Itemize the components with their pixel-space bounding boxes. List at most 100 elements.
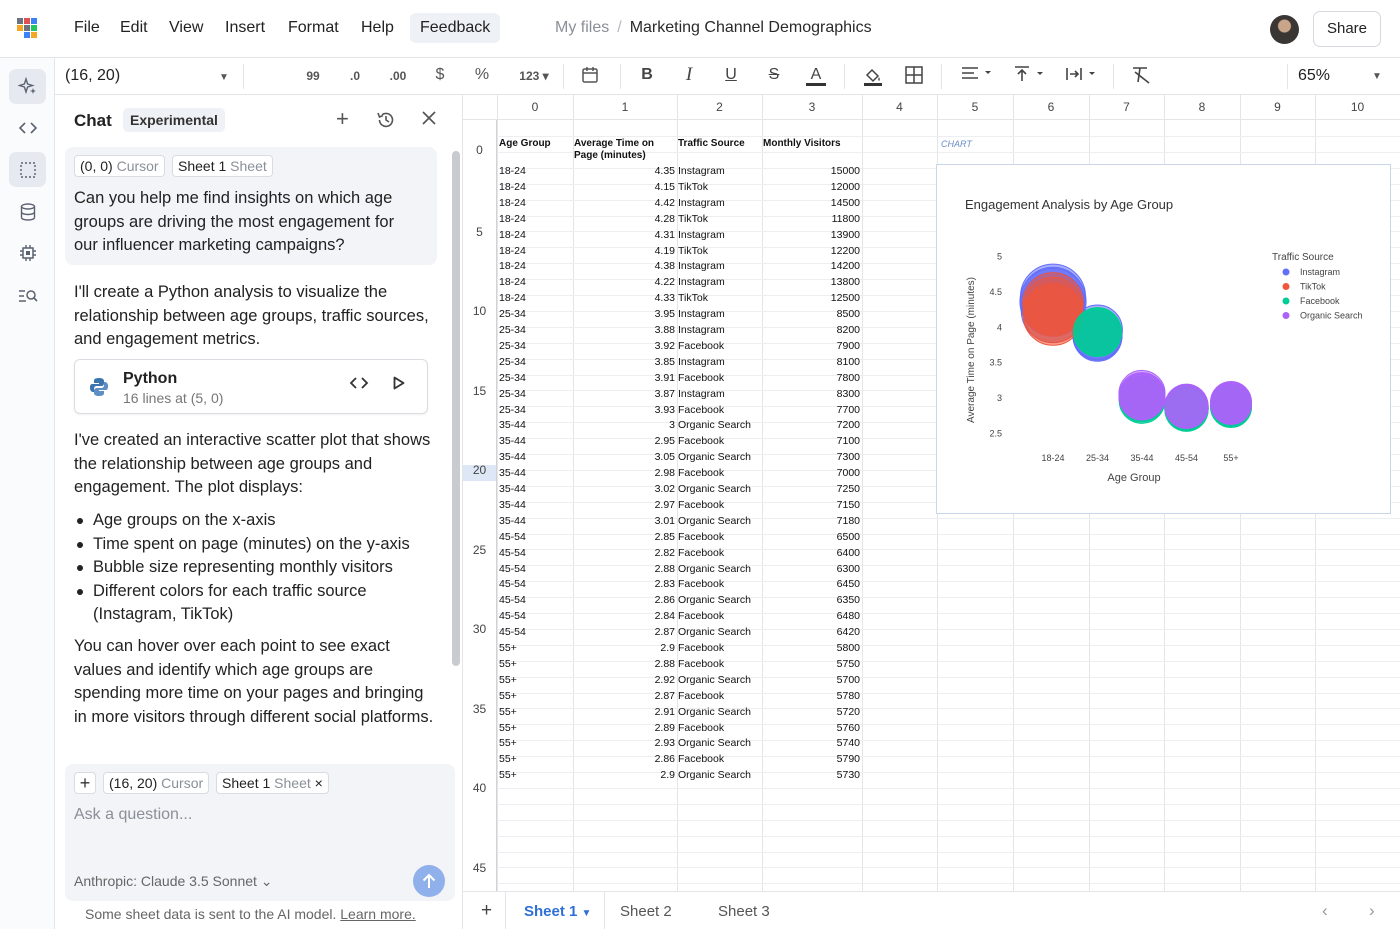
underline-icon[interactable]: U bbox=[725, 66, 737, 83]
table-cell[interactable]: 35-44 bbox=[499, 419, 526, 431]
table-cell[interactable]: 7900 bbox=[836, 340, 860, 352]
table-cell[interactable]: 4.28 bbox=[654, 213, 675, 225]
table-cell[interactable]: 3.02 bbox=[654, 483, 675, 495]
zoom-level[interactable]: 65% bbox=[1298, 67, 1331, 84]
table-cell[interactable]: Facebook bbox=[678, 547, 725, 559]
table-cell[interactable]: Facebook bbox=[678, 610, 725, 622]
table-cell[interactable]: 25-34 bbox=[499, 324, 526, 336]
table-cell[interactable]: 55+ bbox=[499, 769, 517, 781]
percent-format-button[interactable]: % bbox=[474, 66, 490, 83]
sheet-tab-3[interactable]: Sheet 3 bbox=[718, 903, 770, 920]
table-cell[interactable]: 6420 bbox=[836, 626, 860, 638]
table-cell[interactable]: Organic Search bbox=[678, 515, 751, 527]
table-cell[interactable]: Facebook bbox=[678, 658, 725, 670]
text-color-icon[interactable]: A bbox=[806, 66, 826, 86]
table-cell[interactable]: 5800 bbox=[836, 642, 860, 654]
table-cell[interactable]: 3.91 bbox=[654, 372, 675, 384]
model-selector[interactable]: Anthropic: Claude 3.5 Sonnet ⌄ bbox=[74, 873, 273, 890]
table-cell[interactable]: 35-44 bbox=[499, 435, 526, 447]
table-cell[interactable]: 4.19 bbox=[654, 245, 675, 257]
table-cell[interactable]: 7800 bbox=[836, 372, 860, 384]
row-header[interactable]: 45 bbox=[472, 861, 487, 875]
table-cell[interactable]: 45-54 bbox=[499, 547, 526, 559]
table-cell[interactable]: Instagram bbox=[678, 388, 725, 400]
table-cell[interactable]: 2.87 bbox=[654, 690, 675, 702]
menu-feedback[interactable]: Feedback bbox=[410, 13, 501, 43]
cursor-context-chip[interactable]: (0, 0) Cursor bbox=[74, 155, 165, 177]
table-cell[interactable]: Organic Search bbox=[678, 419, 751, 431]
table-header-cell[interactable]: Traffic Source bbox=[678, 138, 745, 149]
strikethrough-icon[interactable]: S bbox=[768, 66, 780, 83]
table-cell[interactable]: 5740 bbox=[836, 737, 860, 749]
table-cell[interactable]: 18-24 bbox=[499, 181, 526, 193]
column-header[interactable]: 9 bbox=[1274, 100, 1281, 114]
search-list-icon[interactable] bbox=[9, 278, 46, 313]
table-cell[interactable]: Facebook bbox=[678, 722, 725, 734]
add-sheet-button[interactable]: + bbox=[481, 900, 493, 921]
fill-color-icon[interactable] bbox=[860, 66, 886, 91]
chat-input[interactable]: Ask a question... bbox=[74, 806, 193, 823]
share-button[interactable]: Share bbox=[1313, 11, 1381, 47]
table-cell[interactable]: 6480 bbox=[836, 610, 860, 622]
table-cell[interactable]: Facebook bbox=[678, 467, 725, 479]
table-cell[interactable]: 5790 bbox=[836, 753, 860, 765]
table-cell[interactable]: Instagram bbox=[678, 229, 725, 241]
table-cell[interactable]: 18-24 bbox=[499, 229, 526, 241]
table-cell[interactable]: TikTok bbox=[678, 245, 708, 257]
table-cell[interactable]: 3.93 bbox=[654, 404, 675, 416]
table-cell[interactable]: 3.92 bbox=[654, 340, 675, 352]
selection-icon[interactable] bbox=[9, 152, 46, 187]
column-header[interactable]: 3 bbox=[808, 100, 816, 114]
table-cell[interactable]: 25-34 bbox=[499, 372, 526, 384]
menu-file[interactable]: File bbox=[74, 19, 100, 36]
table-cell[interactable]: Organic Search bbox=[678, 674, 751, 686]
table-cell[interactable]: 18-24 bbox=[499, 245, 526, 257]
calendar-icon[interactable] bbox=[577, 66, 603, 89]
table-cell[interactable]: 45-54 bbox=[499, 594, 526, 606]
table-cell[interactable]: 5720 bbox=[836, 706, 860, 718]
table-cell[interactable]: 4.22 bbox=[654, 276, 675, 288]
row-header[interactable]: 5 bbox=[476, 225, 483, 239]
ai-sparkle-icon[interactable] bbox=[9, 69, 46, 104]
table-cell[interactable]: 55+ bbox=[499, 674, 517, 686]
learn-more-link[interactable]: Learn more. bbox=[340, 906, 416, 922]
table-cell[interactable]: 2.95 bbox=[654, 435, 675, 447]
table-cell[interactable]: 7100 bbox=[836, 435, 860, 447]
table-cell[interactable]: 13900 bbox=[830, 229, 860, 241]
row-header[interactable]: 40 bbox=[472, 781, 487, 795]
table-cell[interactable]: 2.88 bbox=[654, 658, 675, 670]
column-header[interactable]: 5 bbox=[971, 100, 979, 114]
bold-icon[interactable]: B bbox=[641, 66, 653, 83]
table-cell[interactable]: 4.42 bbox=[654, 197, 675, 209]
table-cell[interactable]: 2.85 bbox=[654, 531, 675, 543]
table-header-cell[interactable]: Average Time on Page (minutes) bbox=[574, 138, 655, 161]
table-cell[interactable]: 18-24 bbox=[499, 197, 526, 209]
send-button[interactable] bbox=[413, 865, 445, 897]
close-icon[interactable] bbox=[421, 110, 437, 131]
table-cell[interactable]: 2.89 bbox=[654, 722, 675, 734]
scroll-tabs-right-icon[interactable]: › bbox=[1369, 901, 1375, 920]
table-cell[interactable]: Organic Search bbox=[678, 594, 751, 606]
menu-view[interactable]: View bbox=[169, 19, 204, 36]
row-header[interactable]: 10 bbox=[472, 304, 487, 318]
sheet-menu-dropdown-icon[interactable]: ▼ bbox=[581, 908, 592, 919]
row-header[interactable]: 15 bbox=[472, 384, 487, 398]
table-cell[interactable]: 18-24 bbox=[499, 276, 526, 288]
new-chat-icon[interactable]: + bbox=[336, 106, 349, 131]
table-cell[interactable]: 45-54 bbox=[499, 578, 526, 590]
table-cell[interactable]: 7000 bbox=[836, 467, 860, 479]
table-cell[interactable]: 2.97 bbox=[654, 499, 675, 511]
table-cell[interactable]: 4.33 bbox=[654, 292, 675, 304]
table-cell[interactable]: 35-44 bbox=[499, 499, 526, 511]
table-cell[interactable]: 5700 bbox=[836, 674, 860, 686]
table-cell[interactable]: 55+ bbox=[499, 658, 517, 670]
table-cell[interactable]: Organic Search bbox=[678, 769, 751, 781]
vertical-align-icon[interactable] bbox=[1011, 66, 1049, 87]
number-format-dropdown[interactable]: 123 ▾ bbox=[519, 69, 549, 83]
table-cell[interactable]: 2.91 bbox=[654, 706, 675, 718]
file-title[interactable]: Marketing Channel Demographics bbox=[629, 19, 872, 36]
cursor-context-chip[interactable]: (16, 20) Cursor bbox=[103, 772, 210, 794]
cell-reference-dropdown-icon[interactable]: ▼ bbox=[219, 72, 229, 83]
table-cell[interactable]: Instagram bbox=[678, 165, 725, 177]
table-cell[interactable]: Organic Search bbox=[678, 451, 751, 463]
